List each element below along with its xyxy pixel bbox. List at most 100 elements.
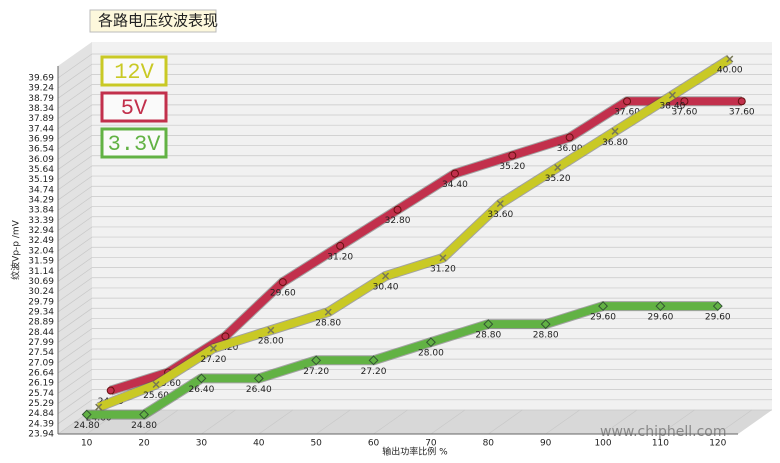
series-line	[86, 302, 718, 419]
grid-line	[57, 348, 772, 374]
point	[712, 301, 723, 312]
y-tick-label: 29.79	[28, 297, 54, 307]
point	[253, 373, 264, 384]
data-label: 29.60	[648, 313, 674, 323]
x-tick-label: 30	[196, 439, 208, 449]
x-tick-label: 100	[594, 439, 611, 449]
data-label: 28.00	[258, 337, 284, 347]
y-tick-label: 36.54	[28, 145, 54, 155]
point	[278, 278, 287, 287]
data-label: 26.40	[189, 385, 215, 395]
grid-line	[57, 399, 772, 425]
data-label: 27.20	[303, 367, 329, 377]
grid-line	[57, 246, 772, 272]
grid-line	[57, 318, 772, 343]
grid-line	[57, 196, 772, 221]
grid-line	[57, 287, 772, 313]
grid-line	[143, 409, 179, 435]
grid-line	[57, 307, 772, 333]
watermark: www.chiphell.com	[600, 424, 726, 440]
data-label: 38.40	[660, 102, 686, 112]
point	[623, 97, 632, 106]
legend-label: 5V	[121, 96, 148, 121]
y-tick-label: 33.39	[28, 216, 54, 226]
x-tick-label: 60	[368, 439, 380, 449]
grid-line	[57, 379, 772, 404]
grid	[57, 53, 772, 435]
series-layer: 24.80 25.60 27.20 29.60 31.20 32.80 34.40 35.20…	[74, 54, 755, 431]
y-tick-label: 38.34	[28, 104, 54, 114]
point	[565, 133, 574, 142]
legend-box	[100, 127, 168, 159]
data-label: 32.80	[385, 216, 411, 226]
y-tick-label: 25.29	[28, 399, 54, 409]
data-label: 28.80	[533, 331, 559, 341]
y-tick-label: 25.74	[28, 389, 54, 399]
data-label: 33.60	[487, 210, 513, 220]
y-tick-label: 31.14	[28, 267, 54, 277]
y-tick-label: 28.89	[28, 318, 54, 328]
point	[368, 355, 379, 366]
x-tick-label: 90	[540, 439, 552, 449]
grid-line	[57, 73, 772, 99]
point	[450, 169, 459, 178]
data-label: 27.20	[201, 355, 227, 365]
point	[152, 380, 160, 389]
chart-title: 各路电压纹波表现	[98, 12, 218, 30]
point	[81, 409, 92, 420]
data-label: 36.80	[602, 138, 628, 148]
point	[655, 301, 666, 312]
legend-box	[100, 91, 168, 123]
data-label: 31.20	[327, 252, 353, 262]
series-line	[97, 55, 732, 411]
x-tick-label: 50	[310, 439, 322, 449]
point	[425, 337, 436, 348]
y-tick-label: 37.44	[28, 124, 54, 134]
y-tick-label: 35.64	[28, 165, 54, 175]
legend-label: 3.3V	[108, 132, 162, 157]
y-axis-label: 纹波Vp-p /mV	[10, 219, 22, 279]
point	[336, 241, 345, 250]
data-label: 37.60	[672, 108, 698, 118]
point	[95, 403, 103, 411]
grid-line	[57, 216, 772, 242]
point	[496, 200, 504, 208]
point	[726, 55, 734, 63]
y-tick-label: 39.24	[28, 84, 54, 94]
y-tick-label: 23.94	[28, 430, 54, 440]
y-tick-label: 30.24	[28, 287, 54, 297]
y-tick-label: 29.34	[28, 307, 54, 317]
x-tick-label: 80	[483, 439, 495, 449]
y-tick-label: 30.69	[28, 277, 54, 287]
x-tick-label: 70	[425, 439, 437, 449]
grid-line	[201, 409, 236, 435]
x-tick-label: 10	[81, 439, 93, 449]
grid-line	[57, 155, 772, 181]
data-label: 37.60	[614, 108, 640, 118]
grid-line	[57, 257, 772, 282]
point	[680, 97, 689, 106]
y-tick-label: 36.99	[28, 135, 54, 145]
y-tick-label: 28.44	[28, 328, 54, 338]
grid-line	[430, 409, 466, 435]
point	[737, 97, 746, 106]
y-tick-label: 24.39	[28, 419, 54, 429]
title-box	[89, 9, 217, 33]
data-label: 35.20	[499, 162, 525, 172]
y-tick-label: 32.04	[28, 246, 54, 256]
point	[196, 373, 207, 384]
grid-line	[57, 135, 772, 160]
grid-line	[57, 358, 772, 384]
point	[554, 163, 562, 172]
data-label: 31.20	[430, 264, 456, 274]
grid-line	[57, 94, 772, 119]
y-tick-label: 27.54	[28, 348, 54, 358]
x-tick-label: 20	[138, 439, 150, 449]
x-tick-label: 120	[709, 439, 726, 449]
grid-line	[57, 338, 772, 364]
grid-line	[57, 277, 772, 303]
grid-line	[57, 63, 772, 89]
point	[483, 319, 494, 330]
y-tick-label: 34.74	[28, 185, 54, 195]
